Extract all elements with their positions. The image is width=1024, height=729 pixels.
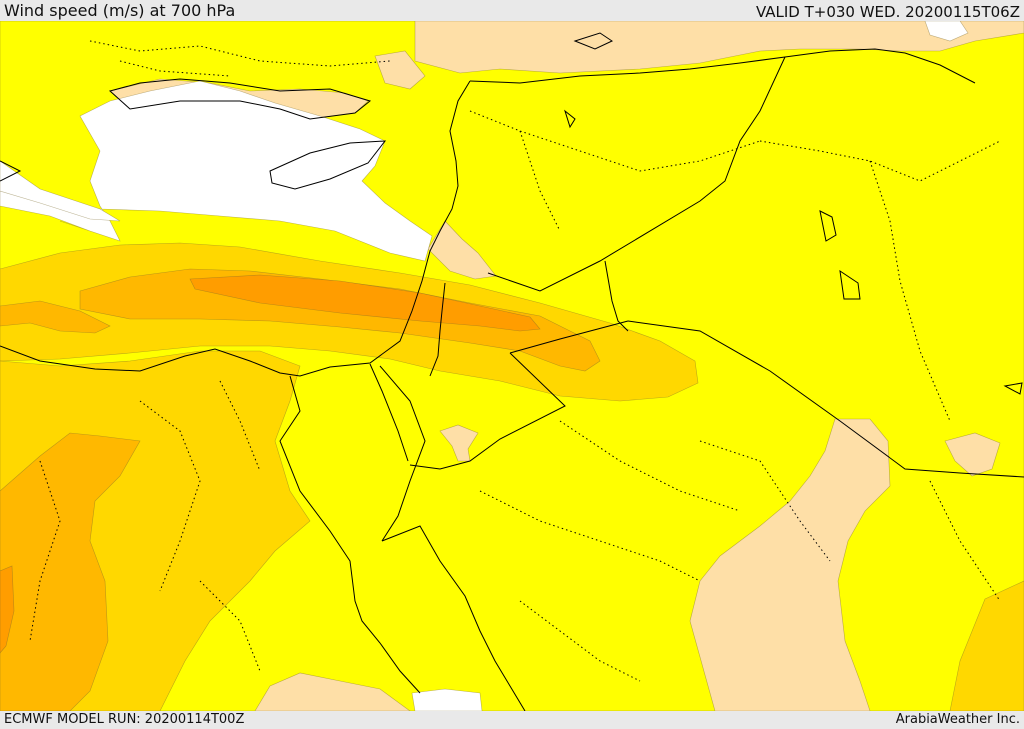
strong-wind-zone-jetcore [79, 268, 601, 372]
calm-zone-mediterranean [0, 80, 433, 262]
calm-zone-west-sea [0, 160, 121, 222]
valid-time: VALID T+030 WED. 20200115T06Z [755, 3, 1020, 21]
very-strong-wind-zone-west-edge [0, 565, 15, 654]
strong-wind-zone-sahara [0, 432, 141, 711]
light-wind-zone-arabia [689, 418, 891, 711]
light-wind-zone-lebanon [427, 220, 497, 280]
admin-boundaries [29, 40, 1001, 682]
wind-speed-map[interactable] [0, 21, 1024, 711]
map-title: Wind speed (m/s) at 700 hPa [4, 1, 236, 20]
strong-wind-zone-west [0, 300, 111, 334]
credit-label: ArabiaWeather Inc. [895, 712, 1020, 727]
header-bar: Wind speed (m/s) at 700 hPa VALID T+030 … [0, 0, 1024, 21]
fresh-wind-zone-southeast [949, 580, 1024, 711]
light-wind-zone-egypt-south [254, 672, 411, 711]
calm-zone-red-sea [411, 688, 483, 711]
light-wind-zone-north [414, 21, 1024, 74]
political-borders [369, 48, 1024, 478]
calm-zone-north-lake [924, 21, 969, 42]
footer-bar: ECMWF MODEL RUN: 20200114T00Z ArabiaWeat… [0, 711, 1024, 729]
very-strong-wind-zone-core [189, 274, 541, 332]
light-wind-zone-aegean [374, 50, 426, 90]
model-run: ECMWF MODEL RUN: 20200114T00Z [4, 712, 245, 727]
light-wind-zone-jordan [439, 424, 479, 462]
coastlines [0, 32, 1023, 711]
light-wind-zone-iraq [944, 432, 1001, 477]
